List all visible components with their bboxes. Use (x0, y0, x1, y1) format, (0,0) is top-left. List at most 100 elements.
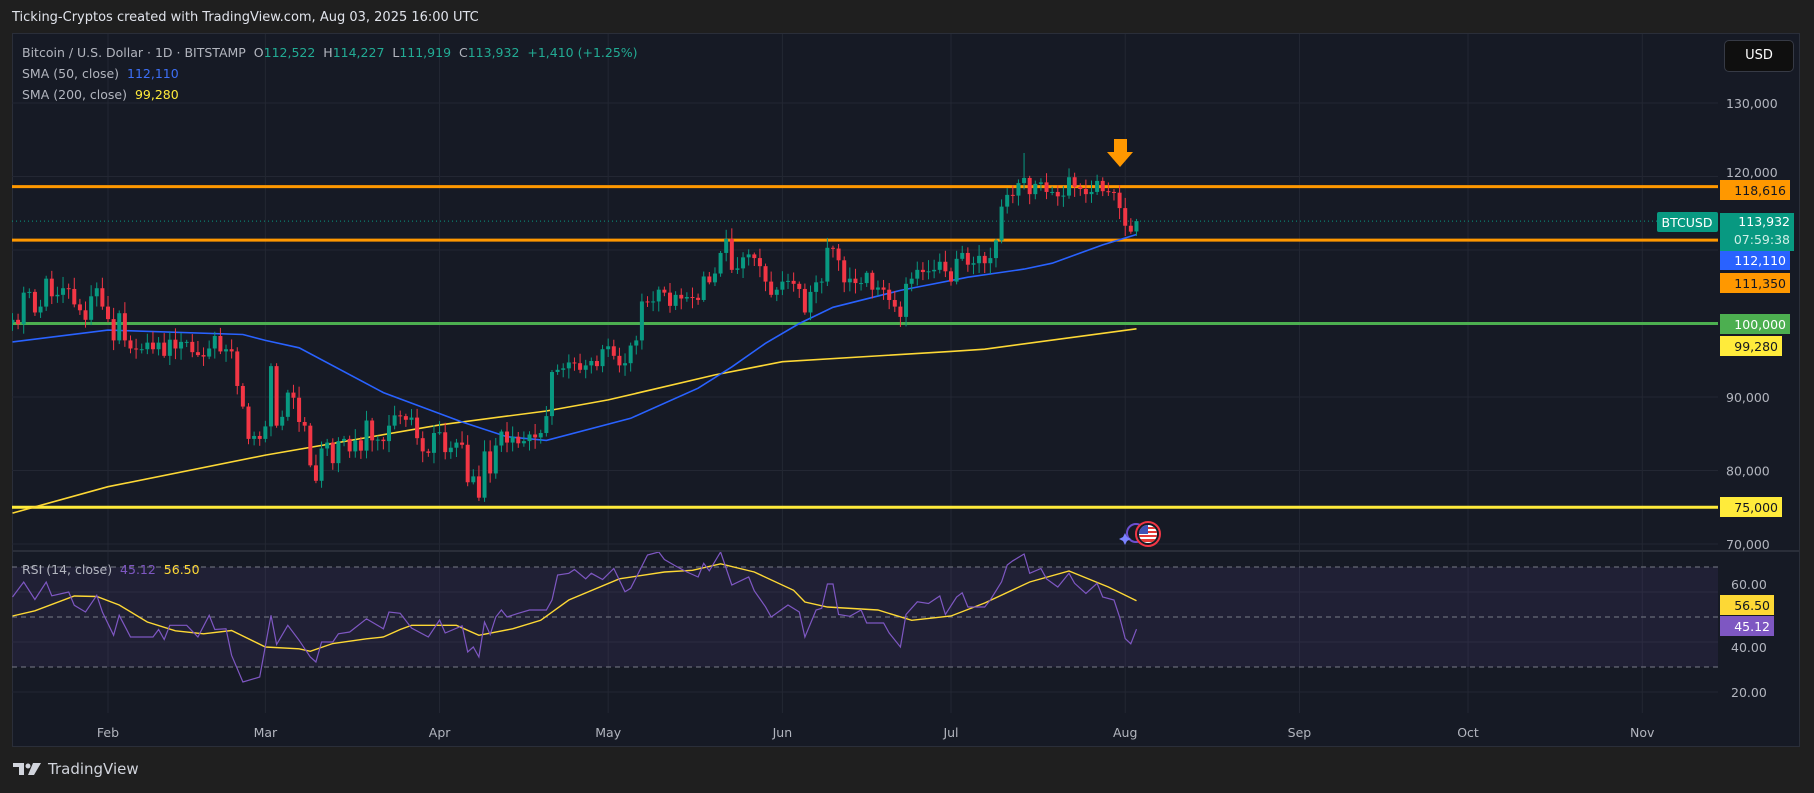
time-tick-label: Oct (1457, 725, 1479, 740)
candle-body (285, 392, 290, 417)
horizontal-lines[interactable] (12, 185, 1718, 509)
candle-body (375, 439, 380, 441)
candle-body (859, 283, 864, 285)
candle-body (920, 269, 925, 273)
candle-body (555, 369, 560, 373)
candle-body (1100, 180, 1105, 192)
rsi-ma-line (12, 563, 1137, 653)
candle-body (297, 397, 302, 422)
candle-body (757, 258, 762, 267)
candle-body (77, 304, 82, 311)
candle-body (12, 319, 15, 323)
candle-body (949, 271, 953, 282)
candle-body (741, 257, 746, 269)
candle-body (521, 441, 526, 444)
candle-body (302, 421, 307, 426)
high-value: 114,227 (332, 45, 385, 60)
label-sma50: 112,110 (1734, 253, 1786, 268)
candle-body (173, 339, 178, 349)
candle-body (887, 289, 892, 300)
rsi-legend[interactable]: RSI (14, close) 45.12 56.50 (22, 562, 200, 577)
sma200-legend[interactable]: SMA (200, close) 99,280 (22, 87, 179, 102)
candle-body (370, 420, 375, 441)
candle-body (538, 433, 543, 438)
rsi-label: RSI (14, close) (22, 562, 113, 577)
candle-body (246, 406, 251, 439)
candle-body (280, 416, 285, 426)
currency-button[interactable]: USD (1724, 40, 1794, 72)
chart-panel[interactable] (12, 33, 1800, 747)
candle-body (167, 339, 172, 356)
candle-body (55, 294, 60, 297)
rsi-line (12, 552, 1138, 683)
candle-body (600, 349, 605, 367)
candle-body (1033, 183, 1038, 195)
rsi-tick-label: 60.00 (1731, 577, 1767, 592)
candle-body (527, 434, 532, 442)
candle-body (735, 268, 740, 270)
candle-body (16, 319, 21, 325)
price-axis[interactable]: 130,000 120,000 90,000 80,000 70,000 60.00 40.… (1726, 96, 1778, 700)
price-tick-label: 130,000 (1726, 96, 1778, 111)
time-tick-label: Jun (772, 725, 793, 740)
candle-body (572, 362, 577, 364)
candle-body (668, 292, 672, 306)
candle-body (763, 266, 768, 282)
candle-body (83, 310, 88, 320)
price-tick-label: 120,000 (1726, 165, 1778, 180)
candle-body (1111, 191, 1116, 193)
candle-body (561, 368, 566, 370)
candle-body (1117, 192, 1122, 209)
rsi-band (12, 566, 1718, 668)
arrow-down-icon[interactable] (1107, 139, 1133, 167)
sma200-value: 99,280 (134, 87, 179, 102)
candle-body (21, 292, 26, 325)
candle-body (1106, 191, 1111, 193)
candle-body (207, 348, 212, 357)
tradingview-brand: TradingView (48, 760, 139, 778)
tradingview-logo[interactable]: TradingView (13, 760, 139, 778)
time-tick-label: Sep (1288, 725, 1312, 740)
candle-body (454, 442, 459, 448)
candle-body (100, 288, 105, 307)
ticker-label: BTCUSD (1662, 215, 1713, 230)
candle-body (156, 342, 161, 350)
candle-body (594, 360, 599, 367)
candle-body (1123, 208, 1128, 226)
candle-body (387, 425, 391, 442)
candle-body (218, 335, 223, 352)
sma50-legend[interactable]: SMA (50, close) 112,110 (22, 66, 179, 81)
candle-body (448, 447, 453, 453)
candle-body (1089, 191, 1094, 195)
candle-body (875, 287, 880, 290)
candle-body (589, 360, 594, 366)
time-axis[interactable]: Feb Mar Apr May Jun Jul Aug Sep Oct Nov (97, 725, 1655, 740)
candle-body (319, 448, 324, 481)
candle-body (27, 291, 32, 293)
sma50-label: SMA (50, close) (22, 66, 120, 81)
candle-body (201, 355, 206, 357)
candle-body (578, 363, 583, 370)
rsi-background-band (12, 567, 1718, 667)
label-100000-box (1720, 314, 1790, 334)
price-tick-label: 80,000 (1726, 464, 1770, 479)
candle-body (403, 416, 408, 420)
candle-body (488, 451, 493, 474)
candle-body (364, 420, 369, 451)
candle-body (1010, 194, 1015, 196)
candle-body (122, 313, 127, 341)
candle-body (409, 417, 414, 420)
label-rsi-box (1720, 616, 1774, 636)
candle-body (426, 451, 431, 453)
sma200-layer (12, 328, 1137, 514)
symbol-legend[interactable]: Bitcoin / U.S. Dollar · 1D · BITSTAMP O1… (22, 45, 638, 60)
candle-body (139, 349, 144, 351)
us-flag-economic-event-icon[interactable] (1135, 521, 1161, 547)
candle-body (268, 366, 273, 427)
candle-body (358, 440, 363, 451)
candle-body (1061, 195, 1066, 197)
candle-body (993, 240, 998, 259)
label-sma200: 99,280 (1734, 339, 1778, 354)
candle-body (184, 341, 189, 343)
